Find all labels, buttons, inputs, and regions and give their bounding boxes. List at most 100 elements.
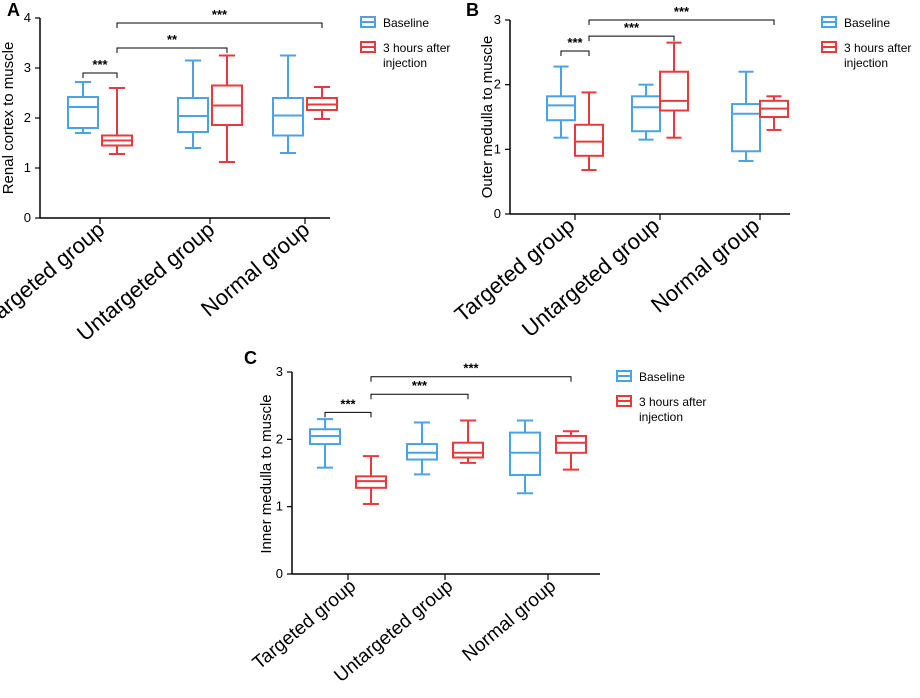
box-baseline-3 [272,54,304,154]
significance-bracket: *** [588,4,775,25]
significance-label: *** [212,7,228,22]
significance-bracket: *** [370,378,469,400]
significance-bracket: *** [82,57,118,78]
legend-label-after-line2: injection [383,56,427,70]
bracket-line [116,47,228,53]
legend-label-baseline: Baseline [844,16,890,30]
significance-label: *** [340,396,356,411]
y-tick-label: 2 [276,431,283,446]
box-after-1 [574,91,604,172]
y-tick-label: 1 [276,499,283,514]
bracket-line [588,35,675,42]
y-tick-label: 0 [494,206,501,221]
box-baseline-3 [731,70,761,162]
box-after-2 [211,54,243,163]
box-after-3 [759,95,789,131]
box-after-3 [555,430,587,471]
legend-item-baseline: Baseline [360,16,429,30]
y-axis-title: Renal cortex to muscle [0,42,17,195]
category-label: Normal group [646,213,764,318]
y-tick-label: 3 [24,60,31,75]
significance-label: *** [674,4,690,19]
legend-label-after-line1: 3 hours after [844,41,911,55]
bracket-line [560,50,590,57]
box-after-2 [452,419,484,464]
y-tick-label: 2 [24,110,31,125]
box-iqr [67,96,99,129]
box-iqr [452,441,484,459]
box-baseline-1 [67,81,99,134]
bracket-line [82,72,118,78]
y-tick-label: 0 [24,210,31,225]
bracket-line [370,393,469,400]
significance-label: *** [92,57,108,72]
legend-item-baseline: Baseline [616,370,685,384]
significance-label: *** [412,378,428,393]
box-iqr [631,95,661,133]
y-tick-label: 3 [276,364,283,379]
box-iqr [574,123,604,157]
box-iqr [272,97,304,137]
legend-label-after-line1: 3 hours after [383,41,450,55]
significance-bracket: *** [324,396,372,418]
bracket-line [324,411,372,418]
legend-label-after-line2: injection [844,56,888,70]
box-iqr [355,475,387,489]
significance-label: ** [167,32,178,47]
y-axis-title: Inner medulla to muscle [258,394,275,553]
category-label: Normal group [459,576,561,666]
legend-label-baseline: Baseline [383,16,429,30]
significance-label: *** [567,35,583,50]
bracket-line [588,19,775,25]
legend-item-baseline: Baseline [821,16,890,30]
y-tick-label: 3 [494,12,501,27]
box-iqr [509,431,541,477]
box-baseline-1 [546,65,576,139]
box-baseline-2 [406,421,438,476]
significance-bracket: *** [370,361,572,382]
significance-label: *** [624,20,640,35]
box-after-2 [659,41,689,139]
significance-label: *** [463,361,479,376]
significance-bracket: *** [116,7,323,28]
box-baseline-2 [631,83,661,141]
box-baseline-3 [509,419,541,495]
significance-bracket: *** [560,35,590,57]
box-iqr [731,103,761,153]
y-tick-label: 2 [494,77,501,92]
box-baseline-1 [309,418,341,469]
box-baseline-2 [177,59,209,149]
y-tick-label: 0 [276,566,283,581]
y-tick-label: 1 [24,160,31,175]
bracket-line [370,376,572,382]
y-axis-title: Outer medulla to muscle [479,36,496,199]
panel-label: C [244,348,257,368]
box-after-1 [355,455,387,505]
box-after-1 [101,87,133,155]
y-tick-label: 4 [24,10,31,25]
panel-label: A [7,0,20,20]
box-iqr [406,443,438,461]
significance-bracket: *** [588,20,675,42]
significance-bracket: ** [116,32,228,53]
box-iqr [546,95,576,122]
legend-label-after-line2: injection [639,410,683,424]
box-iqr [555,434,587,454]
box-after-3 [306,86,338,120]
y-tick-label: 1 [494,141,501,156]
panel-label: B [466,0,479,20]
legend-label-after-line1: 3 hours after [639,395,706,409]
legend-label-baseline: Baseline [639,370,685,384]
box-iqr [659,70,689,112]
bracket-line [116,22,323,28]
